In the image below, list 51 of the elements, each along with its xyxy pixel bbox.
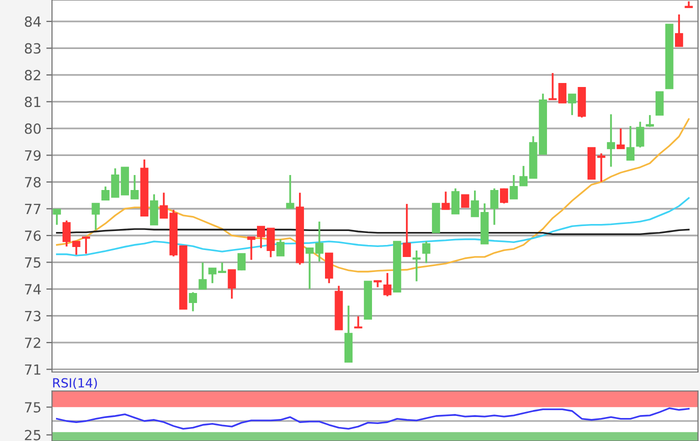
candlestick — [306, 247, 314, 290]
candlestick — [558, 82, 566, 104]
candlestick — [92, 202, 100, 231]
y-tick-label: 83 — [24, 43, 40, 54]
candlestick — [422, 240, 430, 264]
candlestick — [82, 236, 90, 255]
candlestick — [188, 291, 198, 312]
y-tick-label: 78 — [25, 176, 41, 188]
y-tick-label: 84 — [24, 16, 41, 27]
candlestick — [606, 113, 616, 168]
candlestick — [461, 194, 470, 208]
candlestick — [451, 188, 460, 215]
y-tick-label: 25 — [24, 430, 40, 440]
candlestick — [354, 315, 362, 329]
candlestick — [286, 174, 294, 210]
candlestick — [646, 114, 654, 128]
candlestick — [548, 72, 557, 100]
candlestick — [626, 125, 634, 161]
candlestick — [636, 120, 644, 148]
y-tick-label: 74 — [25, 284, 41, 294]
y-tick-label: 82 — [24, 70, 40, 80]
y-tick-label: 71 — [25, 364, 40, 375]
candlestick — [383, 272, 392, 298]
candlestick — [674, 14, 684, 48]
candlestick — [412, 250, 421, 282]
candlestick — [442, 190, 450, 210]
candlestick — [198, 262, 207, 290]
y-tick-label: 75 — [25, 402, 40, 413]
y-tick-label: 80 — [24, 123, 41, 134]
y-tick-label: 72 — [25, 338, 40, 348]
candlestick — [276, 238, 285, 257]
candlestick — [402, 203, 411, 258]
y-tick-label: 75 — [25, 257, 40, 268]
candlestick — [238, 252, 246, 272]
candlestick — [490, 188, 498, 226]
candlestick — [568, 93, 576, 116]
candlestick — [228, 268, 236, 300]
y-tick-label: 77 — [25, 204, 40, 214]
chart-title: RSI(14) — [53, 378, 97, 390]
candlestick — [150, 193, 158, 226]
candlestick — [656, 91, 664, 116]
candlestick — [315, 220, 324, 262]
line-series — [56, 197, 690, 256]
y-tick-label: 81 — [24, 96, 40, 108]
y-tick-label: 73 — [25, 310, 40, 322]
y-tick-label: 79 — [25, 150, 41, 161]
candlestick — [500, 188, 508, 204]
y-tick-label: 76 — [25, 230, 41, 241]
line-series — [56, 118, 690, 272]
candlestick — [616, 128, 625, 150]
line-series — [56, 407, 690, 430]
